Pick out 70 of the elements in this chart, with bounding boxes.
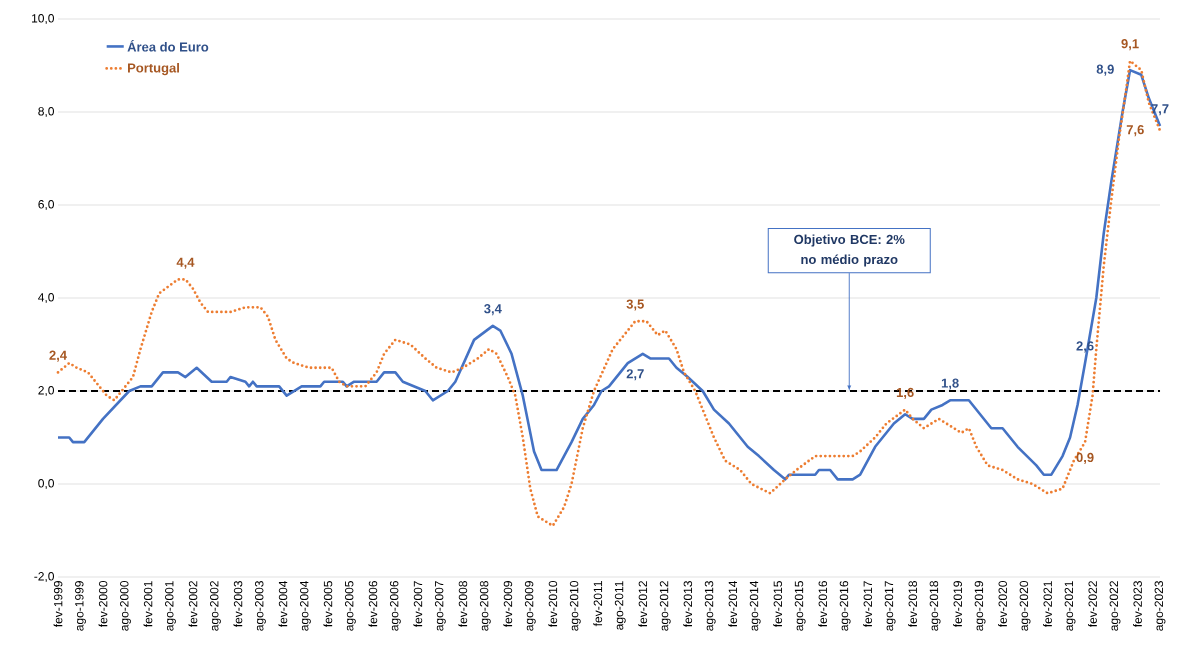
x-tick-label: fev-2000 <box>98 581 108 628</box>
x-tick-label: fev-2021 <box>1043 581 1052 628</box>
x-tick-label: ago-2014 <box>749 580 761 631</box>
x-tick-label: fev-2003 <box>233 581 243 628</box>
x-tick-label: ago-2001 <box>165 581 176 631</box>
x-tick-label: ago-2017 <box>884 581 896 631</box>
y-tick-label: 10,0 <box>32 14 54 24</box>
legend-label: Portugal <box>128 62 179 76</box>
x-tick-label: ago-2012 <box>659 581 671 631</box>
annotation: 1,8 <box>941 378 959 390</box>
annotation: 4,4 <box>176 257 195 269</box>
x-tick-label: fev-2022 <box>1088 581 1097 628</box>
x-tick-label: fev-2007 <box>413 581 423 628</box>
x-tick-label: ago-2005 <box>344 581 356 631</box>
x-tick-label: ago-2021 <box>1064 581 1076 631</box>
x-tick-label: ago-2003 <box>254 581 266 631</box>
annotation: 2,4 <box>49 350 67 362</box>
x-tick-label: ago-2004 <box>299 580 311 631</box>
x-tick-label: fev-2009 <box>503 581 513 628</box>
x-tick-label: fev-2006 <box>368 581 378 628</box>
x-tick-label: ago-2006 <box>389 581 401 631</box>
y-tick-label: 2,0 <box>38 386 55 396</box>
annotation: 8,9 <box>1096 64 1114 76</box>
x-tick-label: ago-2011 <box>614 581 626 630</box>
x-tick-label: fev-2010 <box>548 581 558 628</box>
y-tick-label: -2,0 <box>34 572 55 582</box>
x-tick-label: ago-2020 <box>1019 581 1031 631</box>
x-tick-label: ago-2018 <box>929 581 941 631</box>
x-tick-label: fev-1999 <box>53 581 63 628</box>
x-tick-label: fev-2004 <box>278 580 288 628</box>
annotation: 3,5 <box>626 299 644 311</box>
x-tick-label: ago-2023 <box>1154 581 1166 631</box>
x-tick-label: fev-2013 <box>683 581 693 628</box>
annotation: 7,6 <box>1126 125 1144 137</box>
legend-label: Área do Euro <box>127 39 209 52</box>
annotation: 3,4 <box>484 304 502 316</box>
x-tick-label: fev-2020 <box>998 581 1007 628</box>
x-tick-label: fev-2017 <box>863 581 873 628</box>
x-tick-label: fev-2002 <box>188 581 198 628</box>
y-tick-label: 4,0 <box>38 293 55 303</box>
x-tick-label: fev-2015 <box>773 581 783 628</box>
x-tick-label: ago-2008 <box>479 581 491 631</box>
x-tick-label: ago-2010 <box>569 581 581 631</box>
x-tick-label: ago-1999 <box>75 581 86 631</box>
x-tick-label: ago-2002 <box>210 581 221 631</box>
x-tick-label: ago-2022 <box>1109 581 1121 631</box>
x-tick-label: fev-2001 <box>143 581 153 628</box>
x-tick-label: ago-2016 <box>839 581 851 631</box>
annotation: 0,9 <box>1076 452 1094 464</box>
x-tick-label: fev-2011 <box>593 581 603 627</box>
x-tick-label: fev-2005 <box>323 581 333 628</box>
x-tick-label: ago-2000 <box>120 581 131 631</box>
x-tick-label: ago-2013 <box>704 581 716 631</box>
x-tick-label: fev-2008 <box>458 581 468 628</box>
y-tick-label: 0,0 <box>38 479 55 489</box>
y-tick-label: 6,0 <box>38 200 55 210</box>
x-tick-label: fev-2016 <box>818 581 828 628</box>
x-tick-label: ago-2015 <box>794 581 806 631</box>
y-tick-label: 8,0 <box>38 107 55 117</box>
x-tick-label: fev-2012 <box>638 581 648 628</box>
annotation: 9,1 <box>1121 39 1139 51</box>
x-tick-label: fev-2023 <box>1133 581 1142 628</box>
ref-line-label: Objetivo BCE: 2% no médio prazo <box>794 234 905 267</box>
x-tick-label: fev-2019 <box>953 581 962 628</box>
x-tick-label: ago-2009 <box>524 581 536 631</box>
annotation: 2,7 <box>626 369 644 381</box>
x-tick-label: fev-2014 <box>728 580 738 628</box>
x-tick-label: ago-2019 <box>974 581 986 631</box>
x-tick-label: ago-2007 <box>434 581 446 631</box>
x-tick-label: fev-2018 <box>908 581 918 628</box>
